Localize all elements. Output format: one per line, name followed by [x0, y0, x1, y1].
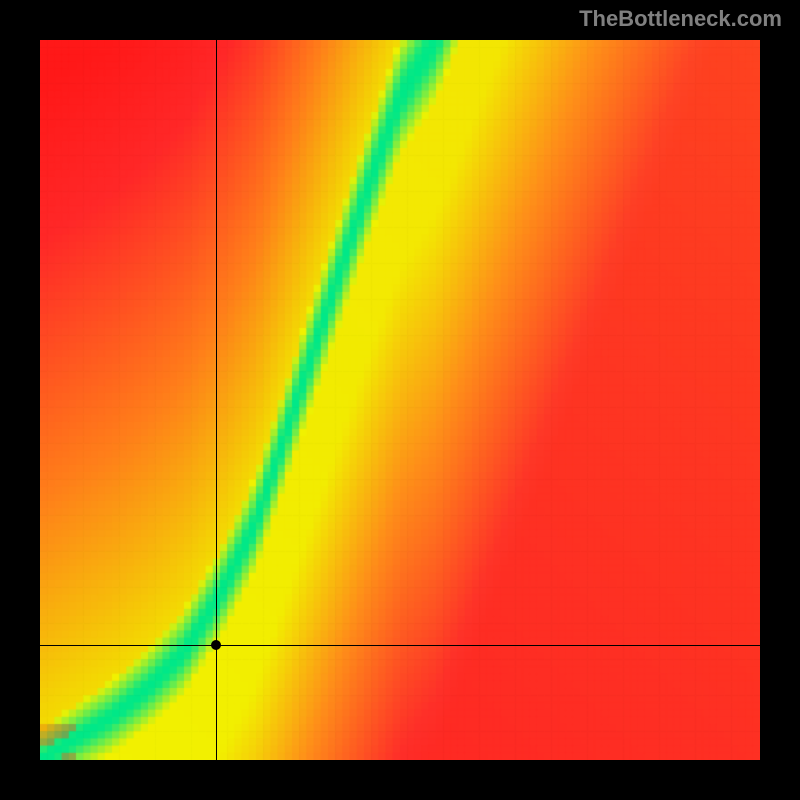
crosshair-marker	[211, 640, 221, 650]
heatmap-plot	[40, 40, 760, 760]
chart-container: TheBottleneck.com	[0, 0, 800, 800]
crosshair-horizontal	[40, 645, 760, 646]
site-watermark: TheBottleneck.com	[579, 6, 782, 32]
crosshair-vertical	[216, 40, 217, 760]
